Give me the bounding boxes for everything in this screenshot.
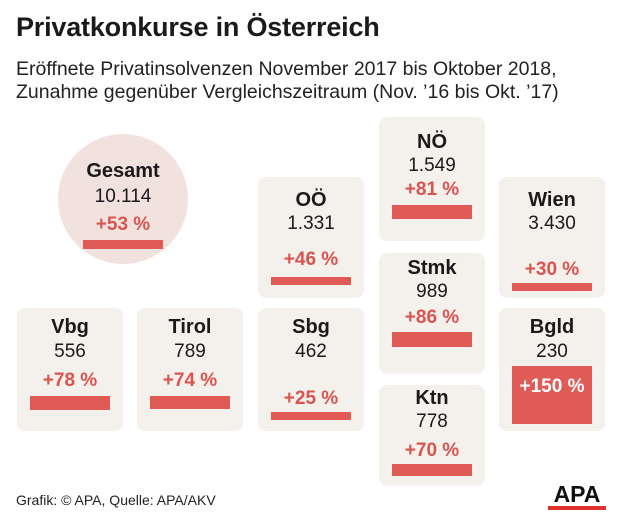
change-percent: +30 % xyxy=(524,259,580,280)
subtitle-line-1: Eröffnete Privatinsolvenzen November 201… xyxy=(16,58,557,80)
change-bar xyxy=(392,332,472,347)
region-count: 230 xyxy=(536,341,568,362)
change-bar xyxy=(392,205,472,219)
change-bar xyxy=(512,366,592,424)
region-name: Bgld xyxy=(529,316,575,338)
region-card-stmk: Stmk 989 +86 % xyxy=(379,253,485,374)
change-bar xyxy=(30,396,110,410)
change-percent: +70 % xyxy=(404,440,460,461)
region-count: 1.331 xyxy=(287,213,335,234)
region-count: 1.549 xyxy=(408,155,456,176)
change-bar xyxy=(150,396,230,409)
region-name: Vbg xyxy=(51,316,89,338)
region-card-ooe: OÖ 1.331 +46 % xyxy=(258,177,364,298)
source-footer: Grafik: © APA, Quelle: APA/AKV xyxy=(16,492,216,508)
region-name: Wien xyxy=(528,189,576,211)
region-name: Gesamt xyxy=(86,160,160,182)
region-count: 10.114 xyxy=(94,186,152,207)
region-card-vbg: Vbg 556 +78 % xyxy=(17,308,123,431)
apa-logo-text: APA xyxy=(554,481,601,507)
change-percent: +74 % xyxy=(162,370,218,391)
region-card-bgld: Bgld 230 +150 % xyxy=(499,308,605,431)
region-name: NÖ xyxy=(417,131,447,153)
change-bar xyxy=(271,277,351,285)
region-count: 3.430 xyxy=(528,213,576,234)
region-count: 556 xyxy=(54,341,86,362)
region-count: 989 xyxy=(416,281,448,302)
apa-logo-bar xyxy=(548,506,606,510)
region-name: Ktn xyxy=(415,387,449,409)
change-bar xyxy=(392,464,472,476)
region-name: Sbg xyxy=(292,316,330,338)
region-card-tirol: Tirol 789 +74 % xyxy=(137,308,243,431)
change-percent: +150 % xyxy=(519,376,585,397)
change-bar xyxy=(83,240,163,249)
region-card-ktn: Ktn 778 +70 % xyxy=(379,385,485,486)
change-percent: +78 % xyxy=(42,370,98,391)
change-percent: +86 % xyxy=(404,307,460,328)
region-card-noe: NÖ 1.549 +81 % xyxy=(379,117,485,241)
region-name: Stmk xyxy=(407,257,457,279)
region-count: 778 xyxy=(416,411,448,432)
region-card-sbg: Sbg 462 +25 % xyxy=(258,308,364,431)
change-bar xyxy=(512,283,592,291)
change-percent: +46 % xyxy=(283,249,339,270)
region-count: 462 xyxy=(295,341,327,362)
chart-title: Privatkonkurse in Österreich xyxy=(16,12,380,42)
change-percent: +25 % xyxy=(283,388,339,409)
chart-subtitle: Eröffnete Privatinsolvenzen November 201… xyxy=(16,58,559,104)
change-bar xyxy=(271,412,351,420)
apa-logo: APA xyxy=(548,481,606,510)
subtitle-line-2: Zunahme gegenüber Vergleichszeitraum (No… xyxy=(16,81,559,103)
region-name: Tirol xyxy=(168,316,212,338)
region-count: 789 xyxy=(174,341,206,362)
change-percent: +53 % xyxy=(95,214,151,235)
change-percent: +81 % xyxy=(404,179,460,200)
region-card-wien: Wien 3.430 +30 % xyxy=(499,177,605,298)
region-card-gesamt: Gesamt 10.114 +53 % xyxy=(58,134,188,264)
region-name: OÖ xyxy=(295,189,327,211)
